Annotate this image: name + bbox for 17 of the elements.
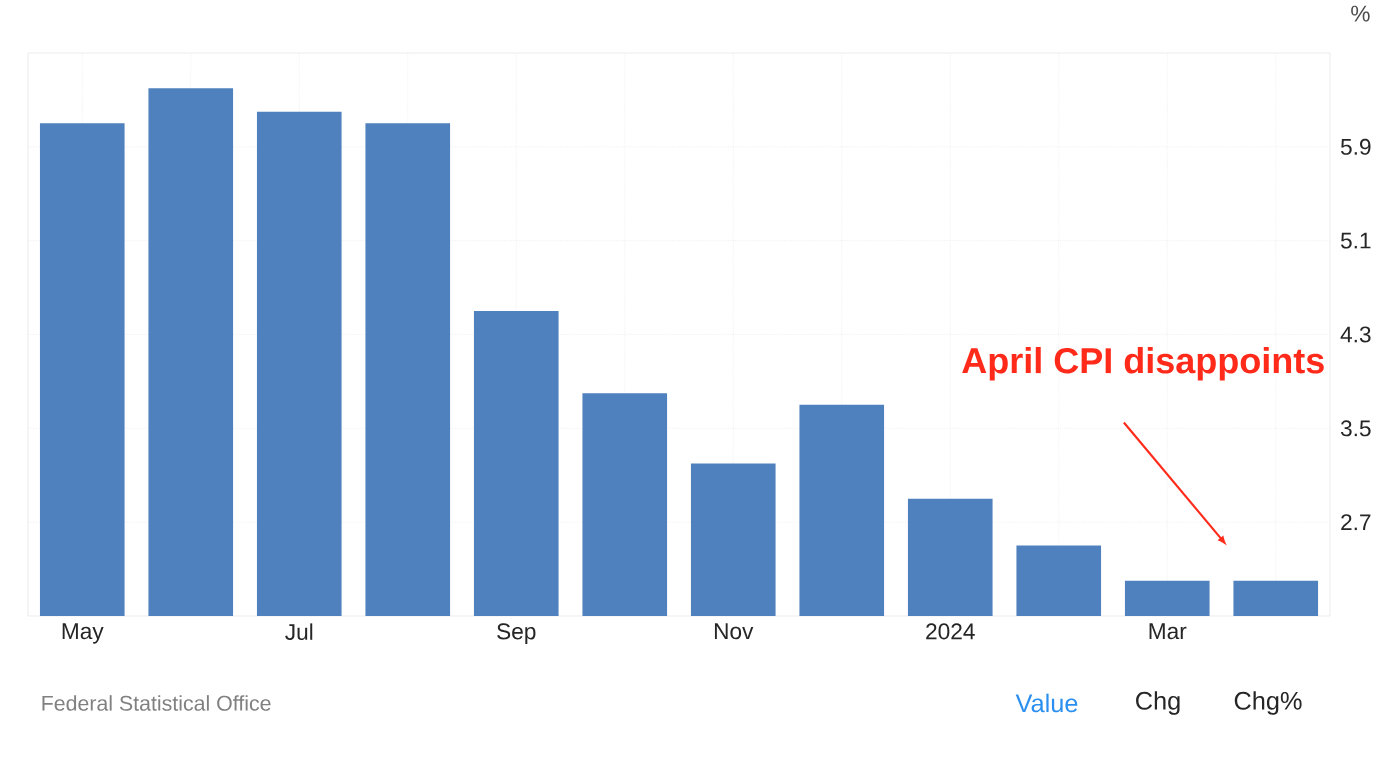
y-tick-label: 3.5 — [1340, 420, 1371, 437]
x-tick-label: Jul — [285, 623, 313, 641]
text: Chg% — [1234, 691, 1302, 715]
y-tick-label: 5.1 — [1340, 232, 1371, 249]
y-tick-label: 2.7 — [1341, 514, 1371, 531]
x-tick-label: Nov — [714, 623, 754, 640]
y-tick-label: 4.3 — [1340, 326, 1371, 343]
x-tick-label: May — [62, 623, 104, 644]
text: Value — [1015, 693, 1078, 713]
annotation: April CPI disappoints — [962, 347, 1324, 381]
x-tick-label: Mar — [1149, 623, 1187, 640]
x-tick-label: 2024 — [926, 623, 975, 640]
text: Federal Statistical Office — [42, 695, 271, 711]
y-tick-label: 5.9 — [1340, 138, 1371, 155]
text: Chg — [1136, 691, 1180, 715]
x-tick-label: Sep — [497, 623, 536, 644]
y-axis-title: % — [1351, 5, 1370, 22]
